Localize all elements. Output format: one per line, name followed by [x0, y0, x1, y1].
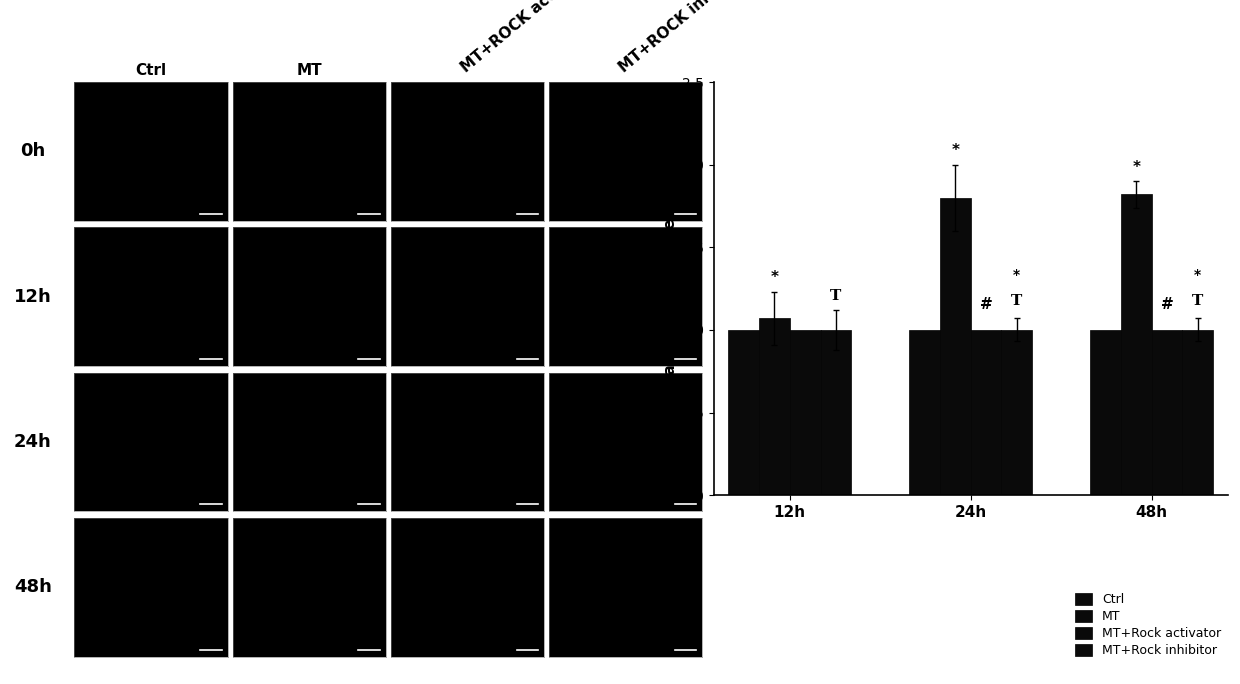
Title: MT: MT: [296, 63, 322, 78]
Text: *: *: [1013, 268, 1021, 282]
Text: T: T: [831, 289, 842, 304]
Bar: [759, 318, 790, 495]
Text: *: *: [1194, 268, 1202, 282]
Y-axis label: 12h: 12h: [14, 288, 52, 306]
Text: *: *: [770, 270, 779, 285]
Text: #: #: [1161, 297, 1173, 312]
Bar: [728, 330, 759, 495]
Bar: [821, 330, 852, 495]
Text: *: *: [951, 143, 960, 158]
Bar: [1152, 330, 1183, 495]
Bar: [940, 198, 971, 495]
Text: T: T: [1011, 294, 1023, 308]
Y-axis label: 0h: 0h: [20, 142, 46, 160]
Bar: [1121, 194, 1152, 495]
Bar: [909, 330, 940, 495]
Bar: [790, 330, 821, 495]
Text: *: *: [1132, 159, 1141, 174]
Bar: [1183, 330, 1213, 495]
Legend: Ctrl, MT, MT+Rock activator, MT+Rock inhibitor: Ctrl, MT, MT+Rock activator, MT+Rock inh…: [1075, 593, 1221, 657]
Text: T: T: [1192, 294, 1203, 308]
Y-axis label: 24h: 24h: [14, 433, 52, 451]
Title: Ctrl: Ctrl: [135, 63, 166, 78]
Text: #: #: [980, 297, 992, 312]
Bar: [971, 330, 1002, 495]
Title: MT+ROCK activator: MT+ROCK activator: [458, 0, 596, 75]
Y-axis label: 48h: 48h: [14, 579, 52, 596]
Bar: [1090, 330, 1121, 495]
Title: MT+ROCK inhibitor: MT+ROCK inhibitor: [616, 0, 751, 75]
Bar: [1002, 330, 1032, 495]
Y-axis label: Cell  migrated area(relative to Control): Cell migrated area(relative to Control): [663, 121, 678, 456]
